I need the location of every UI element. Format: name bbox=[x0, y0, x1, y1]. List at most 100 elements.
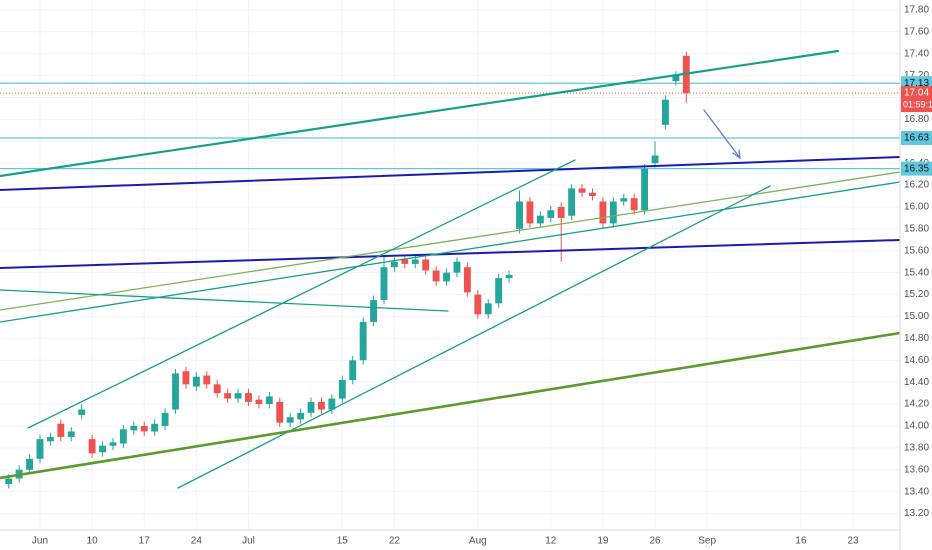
candle-body bbox=[130, 425, 138, 431]
candle-body bbox=[245, 393, 252, 402]
candle-body bbox=[495, 278, 503, 304]
y-tick-label: 17.60 bbox=[904, 26, 929, 37]
candle-body bbox=[338, 379, 346, 399]
y-tick-label: 14.60 bbox=[904, 355, 929, 366]
y-tick-label: 13.80 bbox=[904, 443, 929, 454]
trend-line bbox=[0, 181, 901, 323]
y-tick-label: 16.20 bbox=[904, 180, 929, 191]
candle-body bbox=[255, 399, 263, 405]
y-tick-label: 15.80 bbox=[904, 224, 929, 235]
candle-body bbox=[224, 393, 232, 399]
candle-body bbox=[422, 259, 430, 271]
candle-body bbox=[88, 439, 96, 454]
x-tick-label: 12 bbox=[545, 536, 557, 547]
x-tick-label: 16 bbox=[795, 536, 807, 547]
candle-body bbox=[390, 261, 398, 268]
candle-body bbox=[453, 261, 461, 273]
candle-body bbox=[505, 274, 513, 279]
candle-body bbox=[463, 267, 471, 293]
candle-body bbox=[119, 429, 127, 444]
candle-body bbox=[578, 188, 586, 193]
y-tick-label: 16.00 bbox=[904, 202, 929, 213]
candle-body bbox=[599, 201, 607, 224]
trend-line bbox=[0, 49, 840, 178]
trend-line bbox=[0, 171, 901, 311]
candle-body bbox=[474, 294, 482, 315]
grid bbox=[0, 0, 900, 530]
candle-body bbox=[411, 259, 419, 264]
candle-body bbox=[318, 401, 325, 410]
candle-body bbox=[651, 155, 659, 164]
channel-line bbox=[177, 185, 771, 489]
candle-body bbox=[401, 259, 409, 264]
last-price-label: 17.04 bbox=[904, 88, 929, 99]
x-tick-label: 22 bbox=[389, 536, 401, 547]
candle-body bbox=[380, 267, 388, 301]
x-tick-label: 26 bbox=[649, 536, 661, 547]
y-tick-label: 13.20 bbox=[904, 508, 929, 519]
candle-body bbox=[307, 401, 315, 413]
candle-body bbox=[568, 188, 576, 216]
candle-body bbox=[172, 373, 179, 410]
candle-body bbox=[109, 442, 117, 446]
price-line-tag bbox=[901, 161, 932, 176]
candle-body bbox=[630, 198, 638, 211]
x-tick-label: 19 bbox=[597, 536, 609, 547]
y-tick-label: 14.80 bbox=[904, 333, 929, 344]
arrow-head bbox=[732, 149, 741, 160]
candle-body bbox=[589, 192, 596, 197]
y-tick-label: 14.00 bbox=[904, 421, 929, 432]
candle-body bbox=[516, 201, 523, 229]
candle-body bbox=[265, 396, 273, 405]
price-line-label: 16.63 bbox=[904, 133, 929, 144]
arrow bbox=[703, 109, 741, 159]
x-tick-label: 15 bbox=[337, 536, 349, 547]
candle-body bbox=[276, 401, 284, 423]
y-tick-label: 17.40 bbox=[904, 48, 929, 59]
candle-body bbox=[57, 423, 65, 437]
price-lines bbox=[0, 82, 900, 170]
x-tick-label: 23 bbox=[848, 536, 860, 547]
candle-body bbox=[547, 210, 555, 218]
candle-body bbox=[620, 198, 628, 202]
y-tick-label: 16.80 bbox=[904, 114, 929, 125]
candle-body bbox=[328, 398, 336, 410]
y-tick-label: 13.60 bbox=[904, 464, 929, 475]
candle-body bbox=[370, 300, 378, 322]
candle-body bbox=[234, 393, 242, 399]
candle-body bbox=[297, 412, 305, 420]
y-tick-label: 17.20 bbox=[904, 70, 929, 81]
y-tick-label: 13.40 bbox=[904, 486, 929, 497]
x-tick-label: 10 bbox=[87, 536, 99, 547]
candle-body bbox=[192, 376, 200, 387]
y-tick-label: 15.40 bbox=[904, 267, 929, 278]
axis-labels: 13.20 13.40 13.60 13.80 14.00 14.20 14.40 14.60… bbox=[32, 4, 932, 547]
candle-body bbox=[662, 99, 669, 125]
price-line-label: 17.13 bbox=[904, 78, 929, 89]
candle-body bbox=[484, 303, 492, 315]
candle-body bbox=[526, 201, 534, 224]
candle-body bbox=[443, 272, 450, 282]
candle-body bbox=[359, 321, 367, 361]
candle-body bbox=[432, 270, 440, 282]
y-tick-label: 14.20 bbox=[904, 399, 929, 410]
candle-body bbox=[46, 436, 54, 442]
candle-body bbox=[641, 168, 649, 211]
candle-body bbox=[99, 445, 106, 453]
candle-body bbox=[26, 458, 34, 470]
x-tick-label: Jun bbox=[32, 536, 48, 547]
candle-body bbox=[182, 371, 190, 385]
y-tick-label: 15.20 bbox=[904, 289, 929, 300]
drawings bbox=[0, 49, 902, 489]
candle-body bbox=[203, 375, 211, 385]
candle-body bbox=[161, 412, 169, 426]
candle-body bbox=[557, 206, 565, 218]
candle-body bbox=[213, 384, 221, 394]
candle-body bbox=[536, 215, 544, 224]
price-line-label: 16.35 bbox=[904, 163, 929, 174]
candle-body bbox=[609, 201, 617, 224]
candle-body bbox=[67, 431, 75, 437]
candle-body bbox=[349, 360, 357, 380]
x-tick-label: 17 bbox=[139, 536, 151, 547]
countdown: 01:59:15 bbox=[903, 99, 932, 109]
